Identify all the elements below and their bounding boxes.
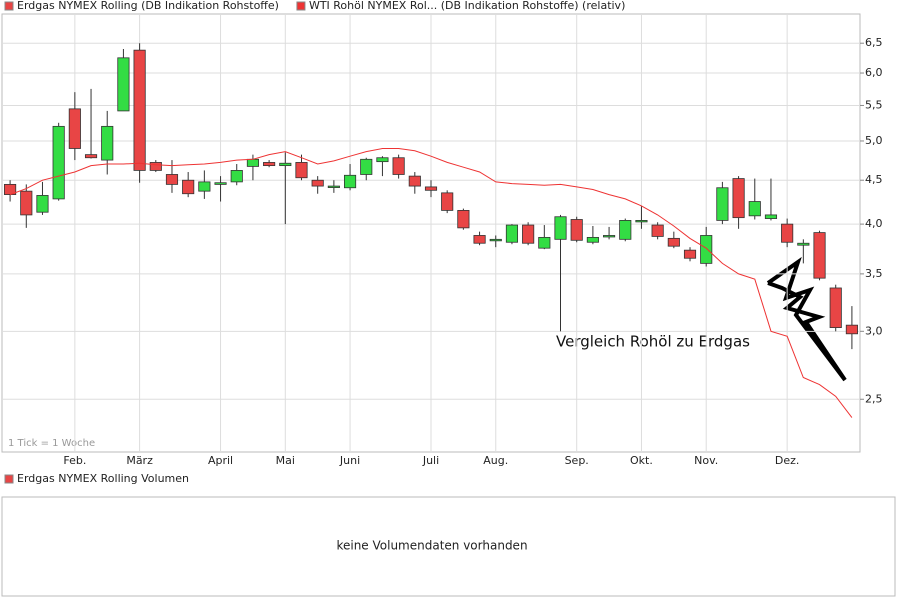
candle-body	[505, 224, 519, 243]
candle-body	[473, 235, 486, 244]
x-tick-label: Juni	[339, 454, 360, 467]
x-tick-label: Mai	[276, 454, 295, 467]
candle-body	[263, 162, 276, 167]
candle-body	[570, 219, 583, 241]
tick-note: 1 Tick = 1 Woche	[8, 438, 95, 449]
candle-body	[149, 162, 162, 171]
y-tick-label: 2,5	[865, 392, 883, 405]
legend-swatch	[296, 1, 306, 11]
y-tick-label: 4,5	[865, 173, 883, 186]
volume-frame	[1, 496, 896, 597]
x-tick-label: Feb.	[63, 454, 86, 467]
x-tick-label: März	[126, 454, 153, 467]
volume-legend-swatch	[4, 474, 14, 484]
x-tick-label: Dez.	[775, 454, 800, 467]
legend-swatch	[4, 1, 14, 11]
x-tick-label: Nov.	[694, 454, 718, 467]
x-tick-label: Aug.	[483, 454, 508, 467]
candle-body	[538, 236, 551, 249]
candle-body	[845, 324, 858, 335]
candle-body	[667, 237, 680, 247]
candle-body	[214, 182, 227, 185]
y-tick-label: 4,0	[865, 217, 883, 230]
candle-body	[360, 158, 373, 175]
legend-label: WTI Rohöl NYMEX Rol... (DB Indikation Ro…	[309, 0, 625, 12]
candle-body	[441, 192, 454, 211]
candle-body	[246, 158, 259, 167]
candle-body	[376, 157, 389, 163]
candle-body	[683, 249, 697, 259]
x-tick-label: April	[208, 454, 233, 467]
candle-body	[408, 175, 421, 187]
candle-body	[20, 190, 33, 216]
x-tick-label: Okt.	[630, 454, 653, 467]
candle-body	[797, 242, 810, 246]
candle-body	[101, 125, 114, 161]
candle-body	[716, 187, 729, 221]
volume-title: Erdgas NYMEX Rolling Volumen	[17, 472, 189, 485]
candle-body	[457, 210, 470, 229]
candle-body	[619, 220, 632, 240]
arrow-scribble	[766, 256, 847, 382]
y-tick-label: 6,5	[865, 36, 883, 49]
candle-body	[392, 157, 405, 175]
line-series	[9, 148, 853, 418]
candle-body	[343, 174, 357, 189]
candle-body	[311, 179, 324, 187]
y-tick-label: 3,5	[865, 267, 883, 280]
candle-body	[327, 185, 340, 188]
candle-body	[764, 214, 778, 219]
candle-body	[165, 174, 179, 185]
candle-body	[522, 224, 535, 244]
candle-body	[813, 232, 826, 279]
x-tick-label: Juli	[422, 454, 439, 467]
candle-body	[424, 186, 438, 191]
candle-body	[586, 236, 599, 243]
y-tick-label: 3,0	[865, 324, 883, 337]
candle-body	[68, 108, 81, 149]
candle-body	[635, 220, 648, 223]
candle-body	[198, 181, 211, 192]
candle-body	[651, 224, 664, 237]
candle-body	[748, 201, 761, 217]
y-tick-label: 5,5	[865, 98, 883, 111]
candle-body	[52, 125, 65, 200]
candle-body	[117, 57, 130, 112]
candle-body	[489, 238, 502, 242]
candle-body	[554, 216, 567, 240]
candle-body	[295, 162, 308, 179]
candle-body	[829, 287, 842, 329]
legend-label: Erdgas NYMEX Rolling (DB Indikation Rohs…	[17, 0, 279, 12]
y-tick-label: 6,0	[865, 66, 883, 79]
candle-body	[732, 178, 745, 219]
volume-message: keine Volumendaten vorhanden	[336, 539, 527, 553]
candle-body	[84, 154, 98, 159]
annotation: Vergleich Rohöl zu Erdgas	[556, 333, 750, 351]
candle-body	[279, 162, 292, 167]
candle-body	[133, 49, 146, 171]
candle-body	[36, 195, 49, 213]
y-tick-label: 5,0	[865, 134, 883, 147]
legend: Erdgas NYMEX Rolling (DB Indikation Rohs…	[4, 0, 625, 12]
x-tick-label: Sep.	[565, 454, 589, 467]
candle-body	[603, 235, 616, 238]
candle-body	[182, 179, 195, 195]
candle-body	[230, 170, 243, 183]
candle-body	[781, 223, 794, 243]
candle-body	[700, 235, 713, 264]
